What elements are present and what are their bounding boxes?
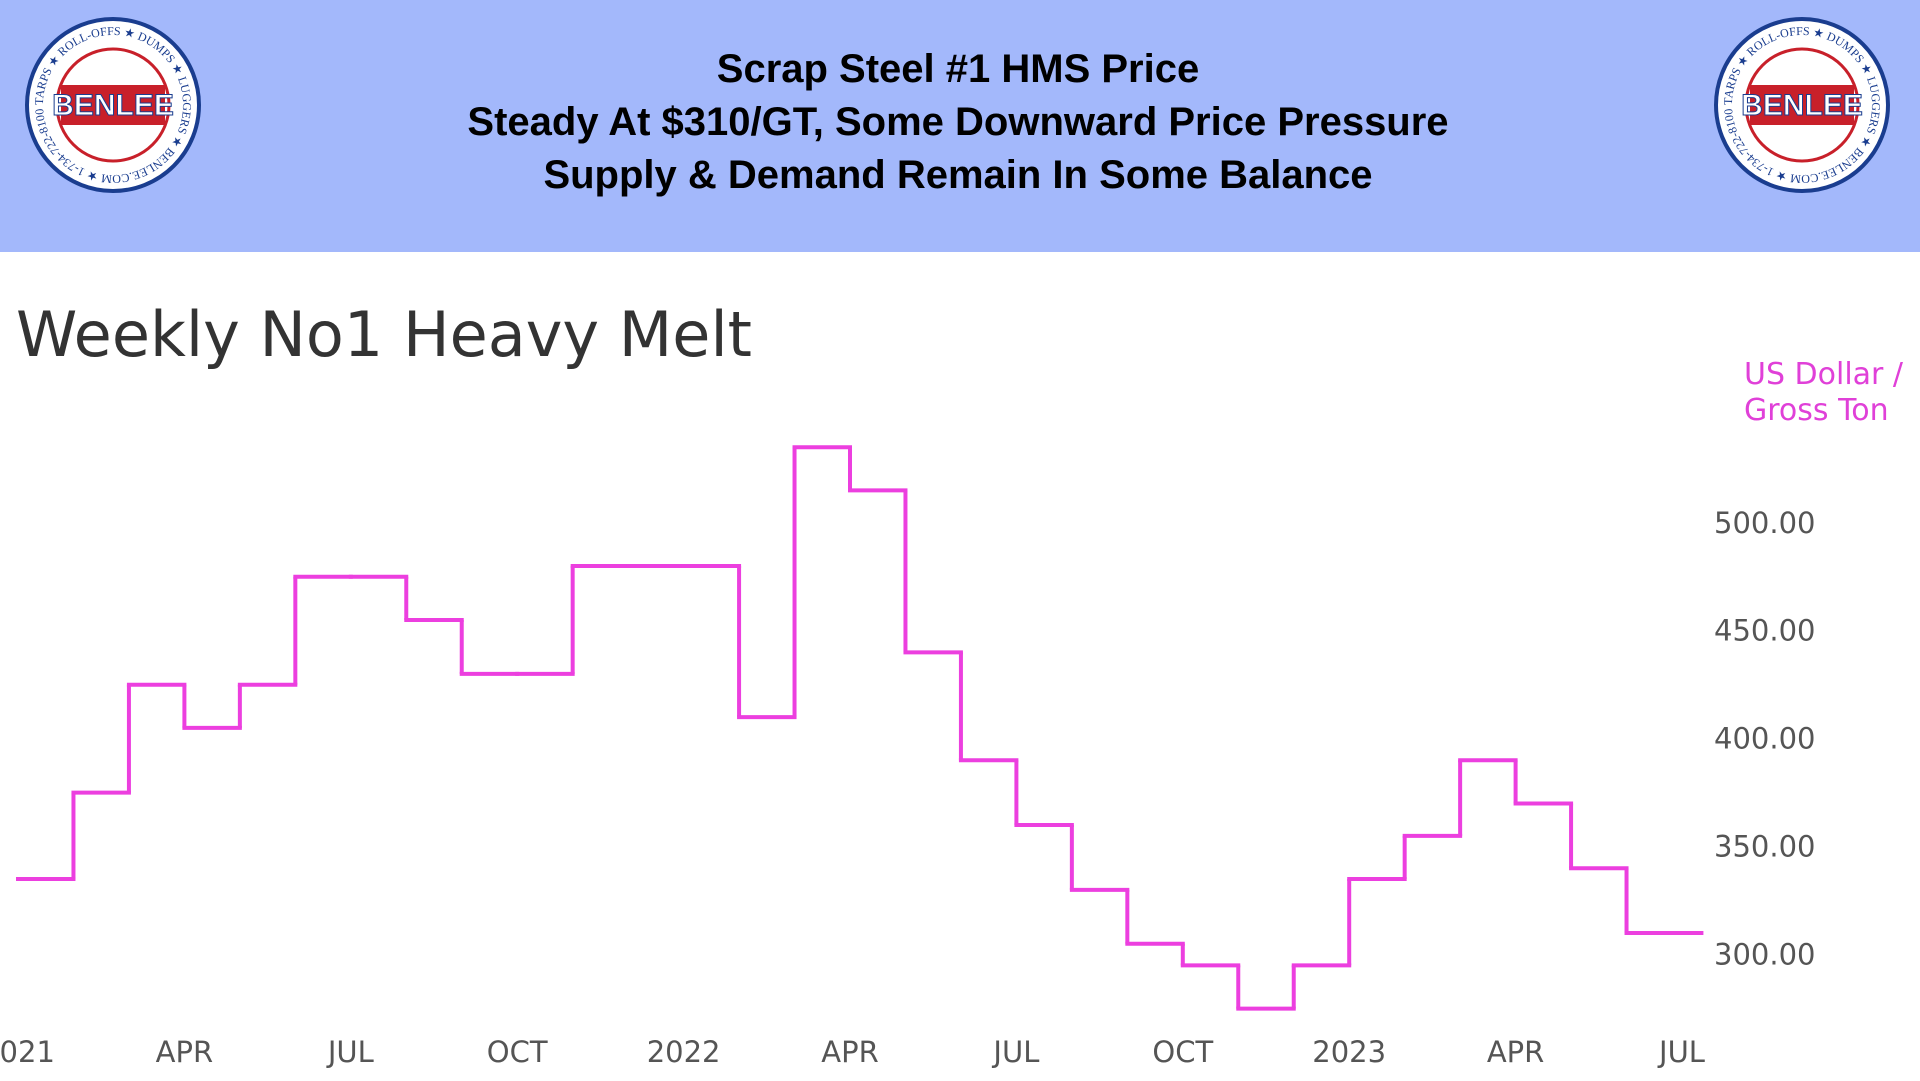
header-title: Scrap Steel #1 HMS Price <box>717 47 1199 91</box>
logo: TARPS ★ ROLL-OFFS ★ DUMPS ★ LUGGERS ★ BE… <box>25 17 201 193</box>
x-tick-label: JUL <box>1657 1035 1705 1069</box>
x-tick-label: OCT <box>487 1035 548 1069</box>
y-tick-label: 500.00 <box>1714 506 1815 540</box>
x-tick-label: OCT <box>1152 1035 1213 1069</box>
chart-title: Weekly No1 Heavy Melt <box>16 298 752 371</box>
y-axis-label: US Dollar / Gross Ton <box>1744 357 1904 428</box>
logo-text: BENLEE <box>1741 89 1863 122</box>
header-title: Steady At $310/GT, Some Downward Price P… <box>467 100 1448 144</box>
x-tick-label: APR <box>156 1035 213 1069</box>
y-tick-label: 300.00 <box>1714 938 1815 972</box>
y-tick-label: 350.00 <box>1714 830 1815 864</box>
x-tick-label: JUL <box>326 1035 374 1069</box>
header-title: Supply & Demand Remain In Some Balance <box>543 153 1372 197</box>
logo: TARPS ★ ROLL-OFFS ★ DUMPS ★ LUGGERS ★ BE… <box>1714 17 1890 193</box>
y-tick-label: 400.00 <box>1714 722 1815 756</box>
header-banner <box>0 0 1920 252</box>
x-tick-label: 2023 <box>1312 1035 1386 1069</box>
x-tick-label: 2021 <box>0 1035 55 1069</box>
y-tick-label: 450.00 <box>1714 614 1815 648</box>
x-tick-label: APR <box>1487 1035 1544 1069</box>
logo-text: BENLEE <box>52 89 174 122</box>
x-tick-label: APR <box>821 1035 878 1069</box>
x-tick-label: JUL <box>991 1035 1039 1069</box>
x-tick-label: 2022 <box>647 1035 721 1069</box>
